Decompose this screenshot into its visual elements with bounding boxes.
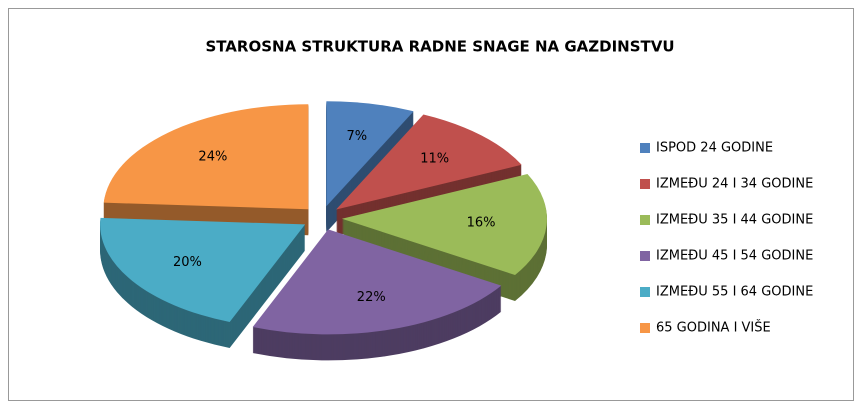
legend-label: IZMEĐU 24 I 34 GODINE bbox=[656, 177, 813, 192]
chart-title: STAROSNA STRUKTURA RADNE SNAGE NA GAZDIN… bbox=[205, 38, 674, 56]
legend-swatch bbox=[640, 251, 650, 261]
legend-swatch bbox=[640, 287, 650, 297]
slice-top bbox=[336, 114, 522, 210]
slice bbox=[336, 114, 522, 236]
legend-label: 65 GODINA I VIŠE bbox=[656, 320, 771, 336]
slice bbox=[100, 217, 306, 349]
slice-top bbox=[326, 101, 414, 207]
legend-swatch bbox=[640, 143, 650, 153]
data-label: 22% bbox=[357, 290, 386, 305]
slice-top bbox=[100, 217, 306, 323]
slice bbox=[252, 229, 502, 361]
data-label: 11% bbox=[420, 152, 449, 167]
legend-label: IZMEĐU 45 I 54 GODINE bbox=[656, 249, 813, 264]
legend-swatch bbox=[640, 215, 650, 225]
data-label: 7% bbox=[346, 129, 367, 144]
legend-label: IZMEĐU 35 I 44 GODINE bbox=[656, 213, 813, 228]
slice-top bbox=[341, 174, 547, 276]
legend-label: IZMEĐU 55 I 64 GODINE bbox=[656, 285, 813, 300]
legend-swatch bbox=[640, 323, 650, 333]
slice-top bbox=[103, 104, 309, 210]
legend-swatch bbox=[640, 179, 650, 189]
data-label: 20% bbox=[173, 255, 202, 270]
data-label: 16% bbox=[467, 216, 496, 231]
slice bbox=[341, 174, 547, 302]
slice-top bbox=[252, 229, 502, 335]
legend-label: ISPOD 24 GODINE bbox=[656, 141, 773, 156]
slice bbox=[103, 104, 309, 236]
data-label: 24% bbox=[198, 150, 227, 165]
